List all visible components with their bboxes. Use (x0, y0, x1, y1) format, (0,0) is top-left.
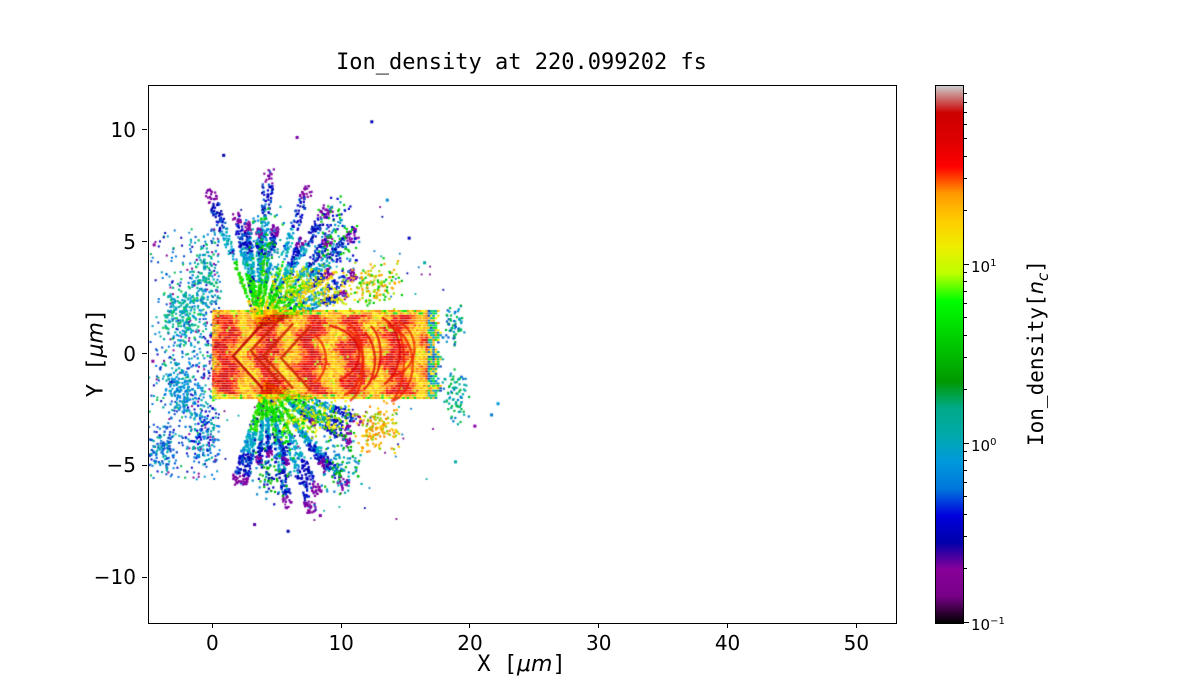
colorbar-minor-tick (964, 124, 967, 126)
x-tick-label: 20 (457, 631, 483, 655)
colorbar-gradient (936, 86, 963, 623)
colorbar-minor-tick (964, 112, 967, 114)
x-axis-label-suffix: ] (552, 652, 566, 677)
colorbar-minor-tick (964, 209, 967, 211)
y-tick-mark (142, 464, 147, 466)
colorbar-minor-tick (964, 536, 967, 538)
colorbar-minor-tick (964, 357, 967, 359)
colorbar-minor-tick (964, 138, 967, 140)
y-tick-label: 5 (123, 229, 136, 254)
colorbar-tick-label: 100 (971, 437, 997, 455)
x-axis-label: X [μm] (148, 652, 895, 677)
colorbar-minor-tick (964, 92, 967, 94)
y-tick-mark (142, 576, 147, 578)
x-tick-mark (598, 623, 600, 628)
colorbar-minor-tick (964, 291, 967, 293)
colorbar-minor-tick (964, 178, 967, 180)
colorbar (935, 85, 964, 624)
x-tick-label: 50 (843, 631, 870, 655)
colorbar-label-prefix: Ion_density[ (1023, 294, 1048, 446)
y-tick-mark (142, 353, 147, 354)
y-tick-label: 0 (123, 341, 136, 366)
colorbar-minor-tick (964, 567, 967, 569)
density-map (149, 86, 896, 623)
y-tick-mark (142, 129, 147, 131)
x-tick-label: 30 (586, 631, 612, 655)
colorbar-minor-tick (964, 450, 967, 452)
y-tick-label: −10 (93, 565, 136, 590)
colorbar-minor-tick (964, 470, 967, 472)
y-tick-label: −5 (106, 453, 136, 478)
y-tick-label: 10 (110, 117, 136, 142)
plot-title: Ion_density at 220.099202 fs (336, 50, 707, 75)
x-axis-label-prefix: X [ (477, 652, 518, 677)
x-tick-mark (469, 623, 471, 628)
colorbar-minor-tick (964, 280, 967, 282)
colorbar-minor-tick (964, 334, 967, 336)
y-axis-label-suffix: ] (83, 308, 109, 323)
x-tick-label: 0 (206, 631, 219, 655)
colorbar-label-sub: c (1034, 272, 1053, 281)
colorbar-minor-tick (964, 496, 967, 498)
colorbar-minor-tick (964, 155, 967, 157)
x-tick-label: 10 (328, 631, 354, 655)
colorbar-minor-tick (964, 303, 967, 305)
colorbar-minor-tick (964, 513, 967, 515)
x-tick-mark (211, 623, 213, 628)
x-tick-mark (855, 623, 857, 628)
colorbar-label-math: n (1023, 280, 1048, 295)
x-tick-mark (727, 623, 729, 628)
colorbar-minor-tick (964, 482, 967, 484)
x-tick-label: 40 (714, 631, 741, 655)
colorbar-tick-mark (964, 442, 969, 444)
colorbar-minor-tick (964, 317, 967, 319)
y-tick-mark (142, 241, 147, 243)
colorbar-minor-tick (964, 459, 967, 461)
colorbar-label-suffix: ] (1023, 260, 1048, 273)
colorbar-tick-mark (964, 621, 969, 623)
colorbar-tick-mark (964, 263, 969, 265)
colorbar-tick-label: 101 (971, 258, 997, 276)
colorbar-minor-tick (964, 388, 967, 390)
x-tick-mark (340, 623, 342, 628)
colorbar-minor-tick (964, 271, 967, 273)
colorbar-tick-label: 10−1 (971, 616, 1005, 634)
colorbar-minor-tick (964, 101, 967, 103)
x-axis-label-math: μm (517, 652, 553, 677)
colorbar-label: Ion_density[nc] (1024, 260, 1052, 446)
plot-area (148, 85, 897, 624)
